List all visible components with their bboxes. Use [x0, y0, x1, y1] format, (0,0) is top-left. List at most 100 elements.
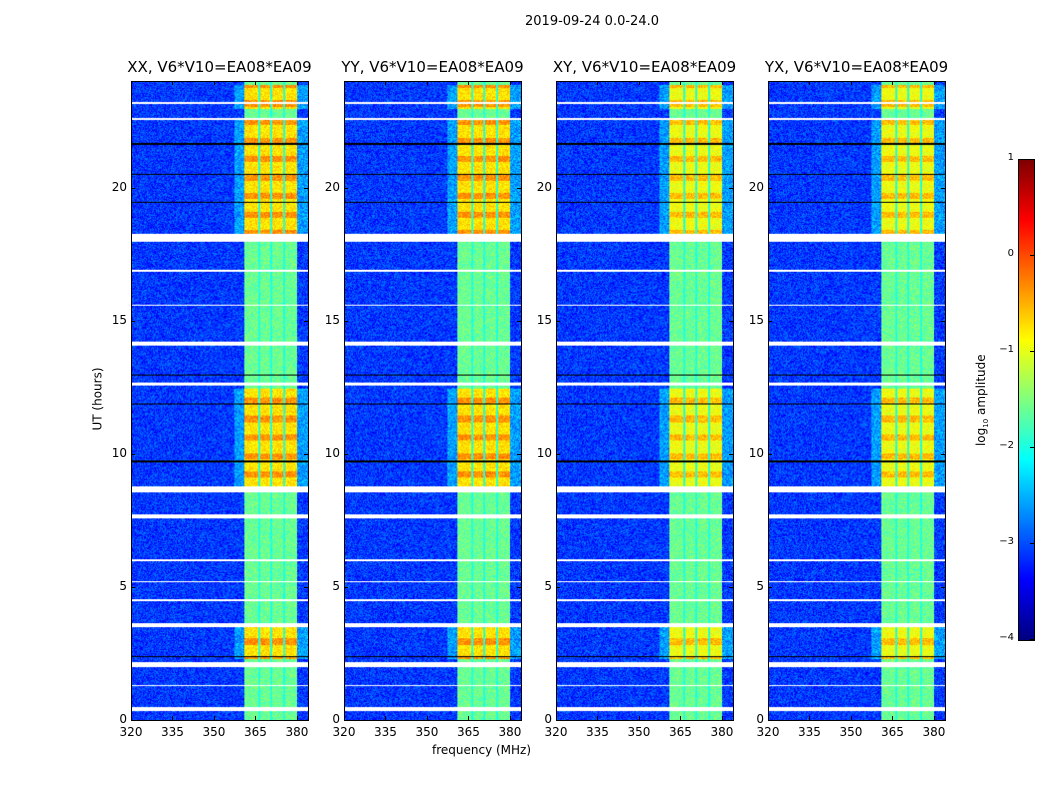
- x-tick-mark-top: [809, 81, 811, 85]
- y-tick-mark: [768, 187, 772, 189]
- x-tick-label: 335: [374, 725, 397, 739]
- colorbar: [1018, 159, 1035, 641]
- y-tick-mark: [344, 586, 348, 588]
- colorbar-tick-label: 1: [1007, 152, 1014, 163]
- y-tick-label: 15: [324, 312, 340, 327]
- y-tick-mark: [131, 453, 135, 455]
- x-tick-label: 350: [415, 725, 439, 739]
- colorbar-label: log10 amplitude: [974, 350, 990, 450]
- x-tick-mark-top: [768, 81, 769, 85]
- y-tick-mark: [131, 320, 135, 322]
- y-tick-mark: [768, 720, 772, 721]
- panel-title-0: XX, V6*V10=EA08*EA09: [127, 58, 312, 76]
- y-tick-mark: [768, 453, 772, 455]
- y-tick-mark: [344, 453, 348, 455]
- y-tick-mark: [344, 320, 348, 322]
- x-tick-mark: [892, 716, 894, 720]
- x-tick-mark-top: [344, 81, 345, 85]
- x-tick-mark: [809, 716, 811, 720]
- y-tick-mark: [131, 586, 135, 588]
- y-tick-mark-right: [517, 720, 521, 721]
- y-tick-mark-right: [729, 453, 733, 455]
- spectrogram-panel-2: [556, 81, 734, 721]
- y-tick-mark: [768, 586, 772, 588]
- y-tick-label: 10: [748, 445, 764, 460]
- x-tick-mark-top: [172, 81, 174, 85]
- y-tick-label: 10: [536, 445, 552, 460]
- y-tick-mark: [556, 320, 560, 322]
- panel-title-2: XY, V6*V10=EA08*EA09: [552, 58, 737, 76]
- x-tick-mark: [850, 716, 852, 720]
- x-tick-label: 350: [627, 725, 651, 739]
- y-tick-mark-right: [304, 586, 308, 588]
- x-tick-mark-top: [131, 81, 132, 85]
- x-tick-mark-top: [680, 81, 682, 85]
- x-tick-mark: [468, 716, 470, 720]
- x-tick-mark: [933, 716, 935, 720]
- colorbar-tick-label: 0: [1007, 248, 1014, 259]
- y-tick-mark-right: [517, 586, 521, 588]
- y-tick-label: 20: [324, 179, 340, 194]
- y-tick-mark-right: [304, 453, 308, 455]
- spectrogram-panel-3: [768, 81, 946, 721]
- x-tick-label: 365: [457, 725, 480, 739]
- x-tick-mark: [296, 716, 298, 720]
- x-tick-label: 320: [544, 725, 568, 739]
- x-tick-mark-top: [892, 81, 894, 85]
- x-tick-label: 365: [244, 725, 267, 739]
- spectrogram-panel-0: [131, 81, 309, 721]
- y-tick-label: 5: [119, 578, 127, 593]
- y-tick-mark-right: [304, 720, 308, 721]
- x-tick-mark: [172, 716, 174, 720]
- y-tick-label: 5: [544, 578, 552, 593]
- x-tick-label: 365: [881, 725, 904, 739]
- y-tick-mark-right: [304, 187, 308, 189]
- x-tick-label: 380: [498, 725, 522, 739]
- y-tick-mark-right: [517, 187, 521, 189]
- y-tick-label: 5: [756, 578, 764, 593]
- y-tick-mark-right: [941, 720, 945, 721]
- figure-title: 2019-09-24 0.0-24.0: [525, 14, 659, 29]
- x-tick-mark-top: [213, 81, 215, 85]
- x-tick-mark: [213, 716, 215, 720]
- x-tick-mark: [426, 716, 428, 720]
- x-tick-mark-top: [638, 81, 640, 85]
- x-tick-label: 380: [285, 725, 309, 739]
- x-tick-label: 320: [119, 725, 143, 739]
- x-tick-label: 335: [586, 725, 609, 739]
- x-tick-mark: [597, 716, 599, 720]
- spectrogram-panel-1: [344, 81, 522, 721]
- y-tick-mark-right: [517, 453, 521, 455]
- y-tick-mark: [131, 720, 135, 721]
- x-tick-mark: [768, 716, 769, 720]
- colorbar-tick-mark: [1030, 159, 1034, 160]
- x-tick-mark: [255, 716, 257, 720]
- x-tick-mark-top: [556, 81, 557, 85]
- y-tick-mark-right: [941, 586, 945, 588]
- x-tick-mark: [721, 716, 723, 720]
- y-tick-label: 20: [748, 179, 764, 194]
- y-tick-label: 10: [324, 445, 340, 460]
- x-tick-label: 365: [669, 725, 692, 739]
- x-tick-mark: [638, 716, 640, 720]
- x-tick-mark: [509, 716, 511, 720]
- y-tick-label: 15: [111, 312, 127, 327]
- y-tick-label: 0: [544, 712, 552, 726]
- y-tick-label: 20: [111, 179, 127, 194]
- x-tick-label: 350: [202, 725, 226, 739]
- y-tick-label: 20: [536, 179, 552, 194]
- x-tick-mark-top: [509, 81, 511, 85]
- x-tick-mark-top: [255, 81, 257, 85]
- y-tick-mark-right: [941, 187, 945, 189]
- x-tick-mark: [680, 716, 682, 720]
- colorbar-label-sub: 10: [982, 418, 991, 428]
- colorbar-tick-mark: [1030, 351, 1034, 352]
- y-tick-label: 0: [756, 712, 764, 726]
- panel-title-1: YY, V6*V10=EA08*EA09: [341, 58, 524, 76]
- y-axis-label: UT (hours): [90, 367, 105, 431]
- x-tick-mark: [556, 716, 557, 720]
- y-tick-mark: [556, 187, 560, 189]
- y-tick-label: 15: [536, 312, 552, 327]
- x-tick-label: 320: [332, 725, 356, 739]
